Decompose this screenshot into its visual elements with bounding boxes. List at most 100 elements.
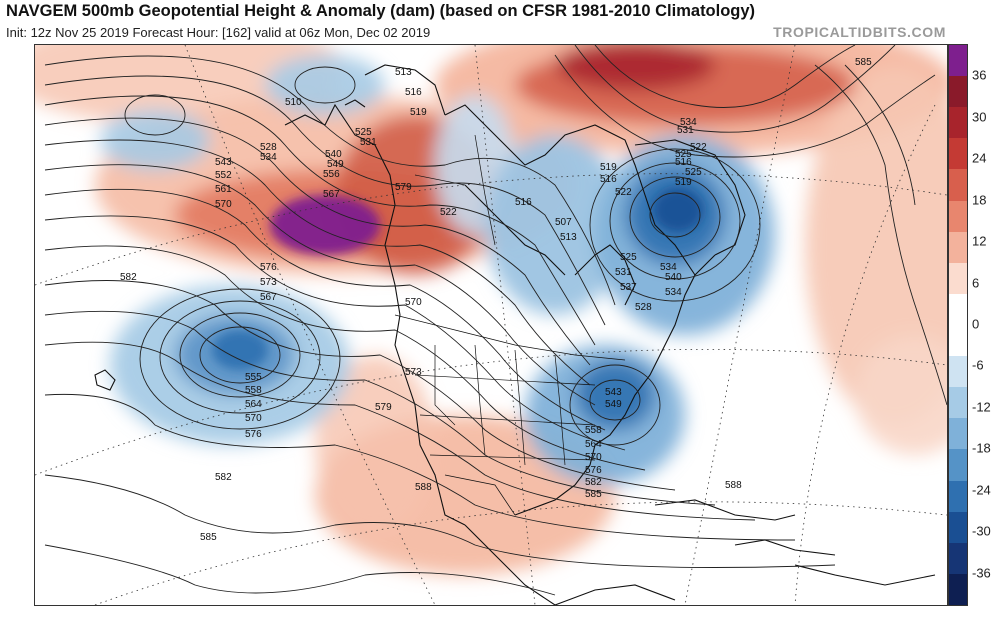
colorbar-segment (949, 325, 967, 357)
contour-label: 579 (375, 402, 392, 413)
forecast-map: 510 513 516 519 525 531 528 534 540 543 549 552 556 5… (34, 44, 948, 606)
contour-label: 582 (120, 272, 137, 283)
colorbar-tick-label: -12 (972, 399, 991, 415)
contour-label: 585 (200, 532, 217, 543)
contour-label: 556 (323, 169, 340, 180)
contour-label: 564 (585, 439, 602, 450)
contour-label: 540 (325, 149, 342, 160)
contour-label: 570 (215, 199, 232, 210)
contour-label: 516 (675, 157, 692, 168)
contour-label: 570 (585, 452, 602, 463)
contour-label: 534 (660, 262, 677, 273)
colorbar-segment (949, 542, 967, 575)
contour-label: 564 (245, 399, 262, 410)
contour-label: 543 (215, 157, 232, 168)
contour-label: 519 (410, 107, 427, 118)
colorbar-tick-label: 36 (972, 67, 987, 83)
contour-label: 576 (245, 429, 262, 440)
contour-label: 516 (515, 197, 532, 208)
colorbar-segment (949, 45, 967, 77)
anomaly-shading (35, 45, 947, 575)
colorbar-segment (949, 169, 967, 202)
contour-label: 507 (555, 217, 572, 228)
contour-label: 531 (677, 125, 694, 136)
height-contours (44, 45, 947, 596)
contour-label: 525 (355, 127, 372, 138)
contour-label: 510 (285, 97, 302, 108)
contour-label: 549 (327, 159, 344, 170)
contour-label: 570 (405, 297, 422, 308)
contour-label: 522 (615, 187, 632, 198)
colorbar-tick-label: -6 (972, 357, 984, 373)
contour-label: 540 (665, 272, 682, 283)
contour-label: 558 (585, 425, 602, 436)
contour-label: 528 (260, 142, 277, 153)
contour-label: 567 (260, 292, 277, 303)
colorbar-segment (949, 449, 967, 482)
contour-label: 561 (215, 184, 232, 195)
colorbar-segment (949, 107, 967, 139)
colorbar-tick-label: -24 (972, 482, 991, 498)
colorbar-segment (949, 511, 967, 544)
contour-label: 513 (395, 67, 412, 78)
colorbar-tick-label: 18 (972, 192, 987, 208)
coastlines (94, 64, 936, 605)
colorbar-segment (949, 76, 967, 108)
contour-label: 585 (855, 57, 872, 68)
contour-label: 582 (215, 472, 232, 483)
contour-label: 555 (245, 372, 262, 383)
contour-label: 585 (585, 489, 602, 500)
contour-label: 573 (260, 277, 277, 288)
contour-label: 528 (635, 302, 652, 313)
colorbar-segment (949, 293, 967, 326)
colorbar-segment (949, 356, 967, 388)
colorbar-segment (949, 480, 967, 513)
colorbar-segment (949, 573, 967, 606)
colorbar-tick-label: 12 (972, 233, 987, 249)
contour-label: 525 (685, 167, 702, 178)
colorbar-segment (949, 138, 967, 170)
contour-label: 543 (605, 387, 622, 398)
site-brand: TROPICALTIDBITS.COM (773, 24, 946, 40)
contour-label: 573 (405, 367, 422, 378)
forecast-info: Init: 12z Nov 25 2019 Forecast Hour: [16… (6, 25, 431, 40)
contour-label: 516 (405, 87, 422, 98)
contour-label: 534 (680, 117, 697, 128)
contour-label: 537 (620, 282, 637, 293)
map-title: NAVGEM 500mb Geopotential Height & Anoma… (6, 2, 756, 20)
contour-label: 519 (675, 177, 692, 188)
colorbar-segment (949, 200, 967, 233)
contour-label: 525 (675, 149, 692, 160)
colorbar-tick-label: 30 (972, 109, 987, 125)
contour-label: 534 (665, 287, 682, 298)
contour-label: 579 (395, 182, 412, 193)
contour-label: 570 (245, 413, 262, 424)
colorbar-segment (949, 387, 967, 419)
contour-label: 576 (585, 465, 602, 476)
contour-label: 588 (415, 482, 432, 493)
contour-label: 531 (615, 267, 632, 278)
contour-label: 534 (260, 152, 277, 163)
anomaly-colorbar (948, 44, 968, 606)
contour-label: 582 (585, 477, 602, 488)
contour-label: 516 (600, 174, 617, 185)
colorbar-tick-label: 24 (972, 150, 987, 166)
colorbar-tick-label: 6 (972, 275, 980, 291)
colorbar-segment (949, 262, 967, 295)
contour-label: 549 (605, 399, 622, 410)
contour-label: 513 (560, 232, 577, 243)
colorbar-segment (949, 231, 967, 264)
contour-label: 576 (260, 262, 277, 273)
contour-label: 522 (440, 207, 457, 218)
colorbar-tick-label: -36 (972, 565, 991, 581)
contour-label: 588 (725, 480, 742, 491)
contour-label: 567 (323, 189, 340, 200)
contour-label: 531 (360, 137, 377, 148)
colorbar-segment (949, 418, 967, 450)
colorbar-tick-label: -18 (972, 440, 991, 456)
contour-label: 552 (215, 170, 232, 181)
contour-label: 525 (620, 252, 637, 263)
contour-label: 519 (600, 162, 617, 173)
colorbar-tick-label: 0 (972, 316, 980, 332)
